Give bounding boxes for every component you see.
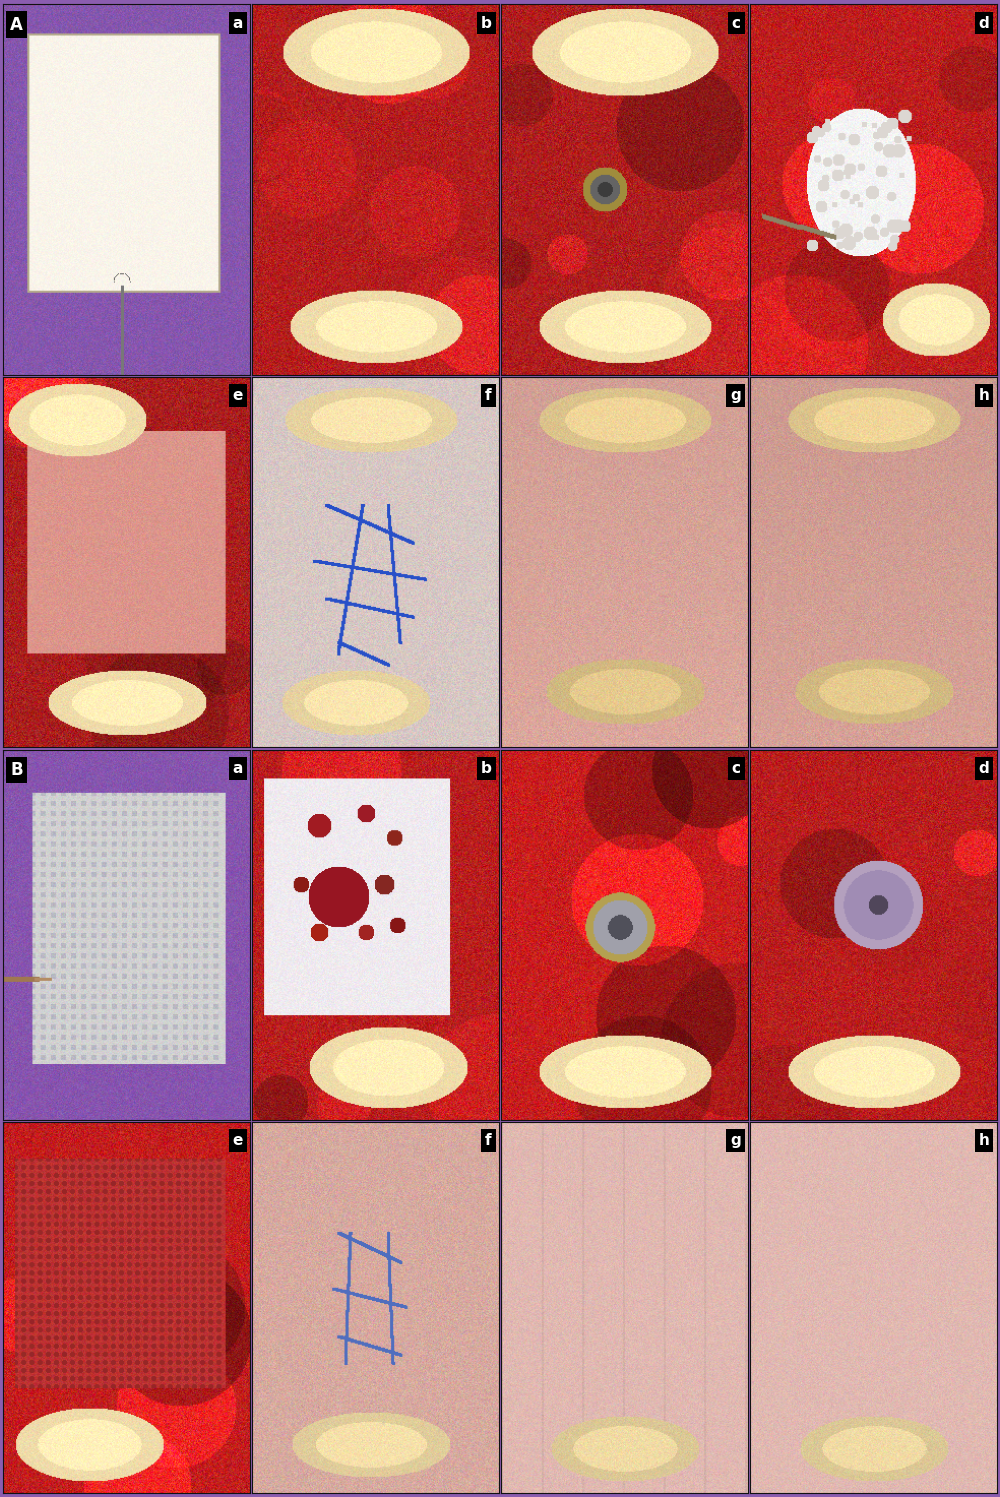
Text: B: B	[10, 760, 23, 778]
Text: f: f	[485, 388, 492, 403]
Text: h: h	[979, 388, 990, 403]
Text: a: a	[233, 760, 243, 775]
Text: g: g	[730, 1133, 741, 1148]
Text: A: A	[10, 15, 23, 33]
Text: e: e	[233, 388, 243, 403]
Text: d: d	[979, 760, 990, 775]
Text: d: d	[979, 15, 990, 30]
Text: c: c	[732, 15, 741, 30]
Text: a: a	[233, 15, 243, 30]
Text: b: b	[481, 15, 492, 30]
Text: e: e	[233, 1133, 243, 1148]
Text: h: h	[979, 1133, 990, 1148]
Text: c: c	[732, 760, 741, 775]
Text: b: b	[481, 760, 492, 775]
Text: f: f	[485, 1133, 492, 1148]
Text: g: g	[730, 388, 741, 403]
